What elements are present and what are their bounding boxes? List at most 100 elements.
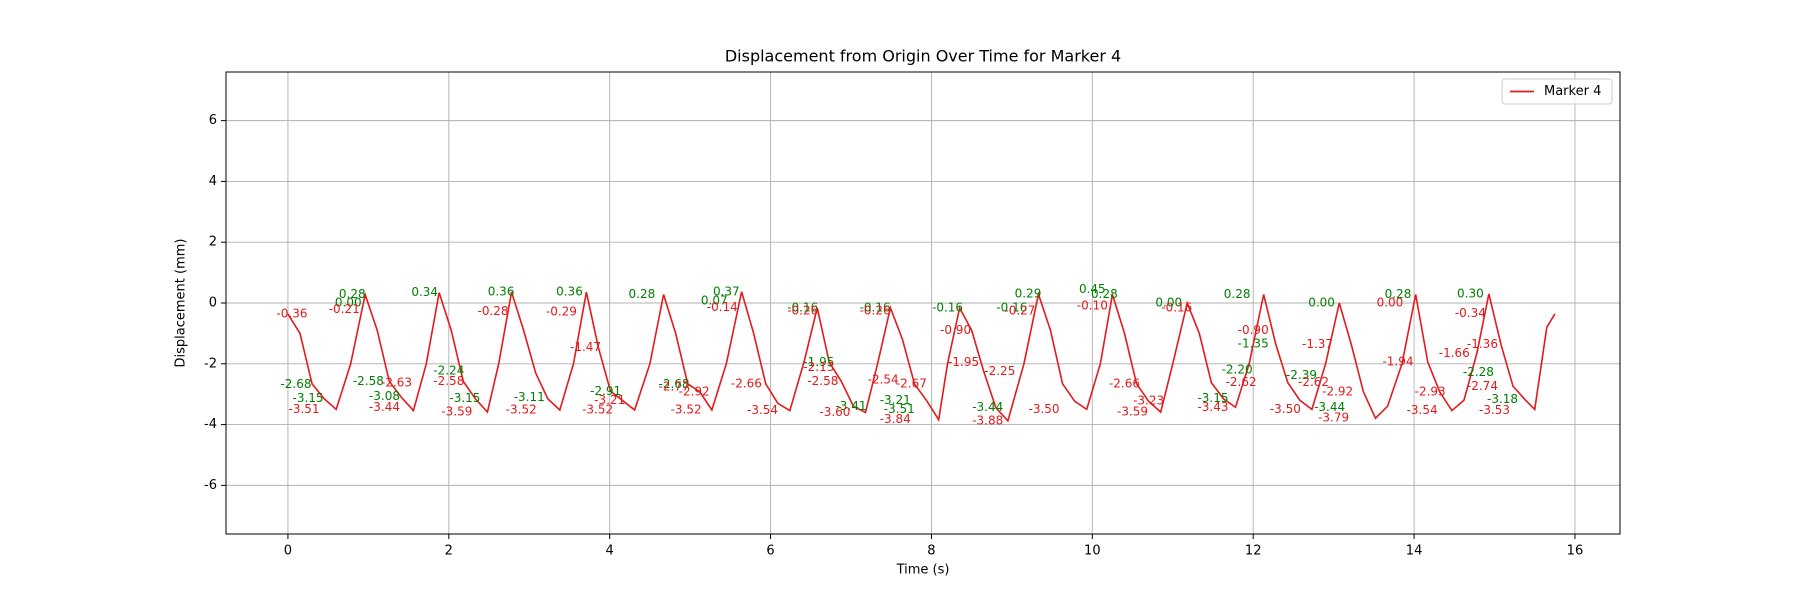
annotation: -0.26 xyxy=(860,303,891,317)
annotation: 0.34 xyxy=(411,285,438,299)
annotation: -3.60 xyxy=(819,405,850,419)
annotation: -2.91 xyxy=(590,384,621,398)
x-tick-label: 16 xyxy=(1567,544,1584,559)
annotation: -3.50 xyxy=(1029,402,1060,416)
annotation: 0.00 xyxy=(1377,296,1404,310)
y-tick-label: 4 xyxy=(209,174,217,189)
annotation: 0.07 xyxy=(701,293,728,307)
annotation: -3.52 xyxy=(582,402,613,416)
annotation: -2.54 xyxy=(868,373,899,387)
annotation: -2.62 xyxy=(1298,375,1329,389)
annotation: -3.79 xyxy=(1318,411,1349,425)
annotation: -0.90 xyxy=(1238,323,1269,337)
annotation: -1.95 xyxy=(948,355,979,369)
annotation: -2.58 xyxy=(353,374,384,388)
annotation: -0.16 xyxy=(932,300,963,314)
annotation: -2.20 xyxy=(1222,362,1253,376)
annotation: -3.88 xyxy=(972,413,1003,427)
annotation: -3.52 xyxy=(506,402,537,416)
x-axis-label: Time (s) xyxy=(896,563,950,578)
annotation: -2.58 xyxy=(807,374,838,388)
annotation: -3.21 xyxy=(880,393,911,407)
annotation: -0.16 xyxy=(1161,300,1192,314)
annotation: 0.37 xyxy=(713,284,740,298)
annotation: -2.92 xyxy=(679,384,710,398)
annotation: 0.28 xyxy=(1224,287,1251,301)
data-line xyxy=(287,291,1556,423)
annotation: -2.68 xyxy=(280,377,311,391)
annotation: -3.11 xyxy=(514,390,545,404)
annotation: -3.23 xyxy=(1133,394,1164,408)
x-tick-label: 8 xyxy=(927,544,935,559)
annotation: -3.51 xyxy=(884,402,915,416)
annotation: -3.50 xyxy=(1270,402,1301,416)
annotation: -0.34 xyxy=(1455,306,1486,320)
annotation: -3.59 xyxy=(1117,405,1148,419)
annotation: 0.36 xyxy=(556,285,583,299)
annotation: -3.59 xyxy=(441,405,472,419)
annotation: 0.29 xyxy=(1015,287,1042,301)
annotation: -3.44 xyxy=(369,400,400,414)
y-tick-label: -6 xyxy=(204,478,217,493)
annotation: -2.74 xyxy=(1467,379,1498,393)
y-tick-label: -4 xyxy=(204,417,217,432)
x-tick-label: 6 xyxy=(766,544,774,559)
annotation: -0.28 xyxy=(478,304,509,318)
annotation: -3.54 xyxy=(1407,403,1438,417)
y-axis-label: Displacement (mm) xyxy=(174,239,189,368)
annotation: -1.66 xyxy=(1439,346,1470,360)
annotation: -1.95 xyxy=(803,355,834,369)
annotation: -3.15 xyxy=(1197,391,1228,405)
annotation: -0.14 xyxy=(707,300,738,314)
x-tick-label: 12 xyxy=(1245,544,1262,559)
annotation: -2.39 xyxy=(1286,368,1317,382)
annotation: -3.21 xyxy=(594,393,625,407)
annotation: -0.16 xyxy=(787,300,818,314)
x-tick-label: 2 xyxy=(445,544,453,559)
annotation: -0.26 xyxy=(787,303,818,317)
annotation: -3.43 xyxy=(1197,400,1228,414)
x-tick-label: 0 xyxy=(284,544,292,559)
annotation: -0.36 xyxy=(276,306,307,320)
annotation: -3.51 xyxy=(288,402,319,416)
annotation: -0.90 xyxy=(940,323,971,337)
annotation: -3.52 xyxy=(671,402,702,416)
annotation: -3.18 xyxy=(1487,392,1518,406)
annotation: -2.92 xyxy=(1322,384,1353,398)
annotation: 0.28 xyxy=(339,287,366,301)
annotation: -2.13 xyxy=(803,360,834,374)
annotation: -3.41 xyxy=(835,399,866,413)
annotation: -1.37 xyxy=(1302,337,1333,351)
annotation: 0.28 xyxy=(629,287,656,301)
annotation: -2.63 xyxy=(381,375,412,389)
annotation: -3.84 xyxy=(880,412,911,426)
annotation: -2.67 xyxy=(896,377,927,391)
annotation: -2.66 xyxy=(731,376,762,390)
y-tick-label: 6 xyxy=(209,113,217,128)
annotation: -1.35 xyxy=(1238,337,1269,351)
chart-title: Displacement from Origin Over Time for M… xyxy=(725,47,1121,66)
annotation: -2.62 xyxy=(1226,375,1257,389)
legend-label: Marker 4 xyxy=(1544,84,1601,99)
annotation: -2.25 xyxy=(984,364,1015,378)
x-tick-label: 14 xyxy=(1406,544,1423,559)
annotation: 0.28 xyxy=(1091,287,1118,301)
annotation: -3.54 xyxy=(747,403,778,417)
annotation: -3.44 xyxy=(972,400,1003,414)
annotation: -2.68 xyxy=(659,377,690,391)
annotation: 0.36 xyxy=(488,285,515,299)
plot-frame xyxy=(225,71,1621,535)
annotation: -3.15 xyxy=(293,391,324,405)
y-tick-label: 0 xyxy=(209,296,217,311)
annotation: -0.10 xyxy=(1077,299,1108,313)
annotation: -0.16 xyxy=(860,300,891,314)
annotation: 0.00 xyxy=(1308,296,1335,310)
annotation: -0.16 xyxy=(996,300,1027,314)
annotation: -1.36 xyxy=(1467,337,1498,351)
annotation: 0.30 xyxy=(1457,286,1484,300)
annotation: -2.93 xyxy=(1415,385,1446,399)
legend-box xyxy=(1501,78,1613,105)
annotation: 0.00 xyxy=(1155,296,1182,310)
